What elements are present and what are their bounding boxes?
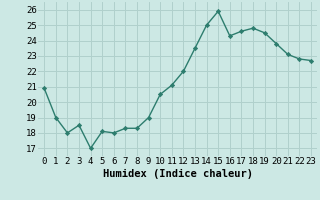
X-axis label: Humidex (Indice chaleur): Humidex (Indice chaleur): [103, 169, 252, 179]
